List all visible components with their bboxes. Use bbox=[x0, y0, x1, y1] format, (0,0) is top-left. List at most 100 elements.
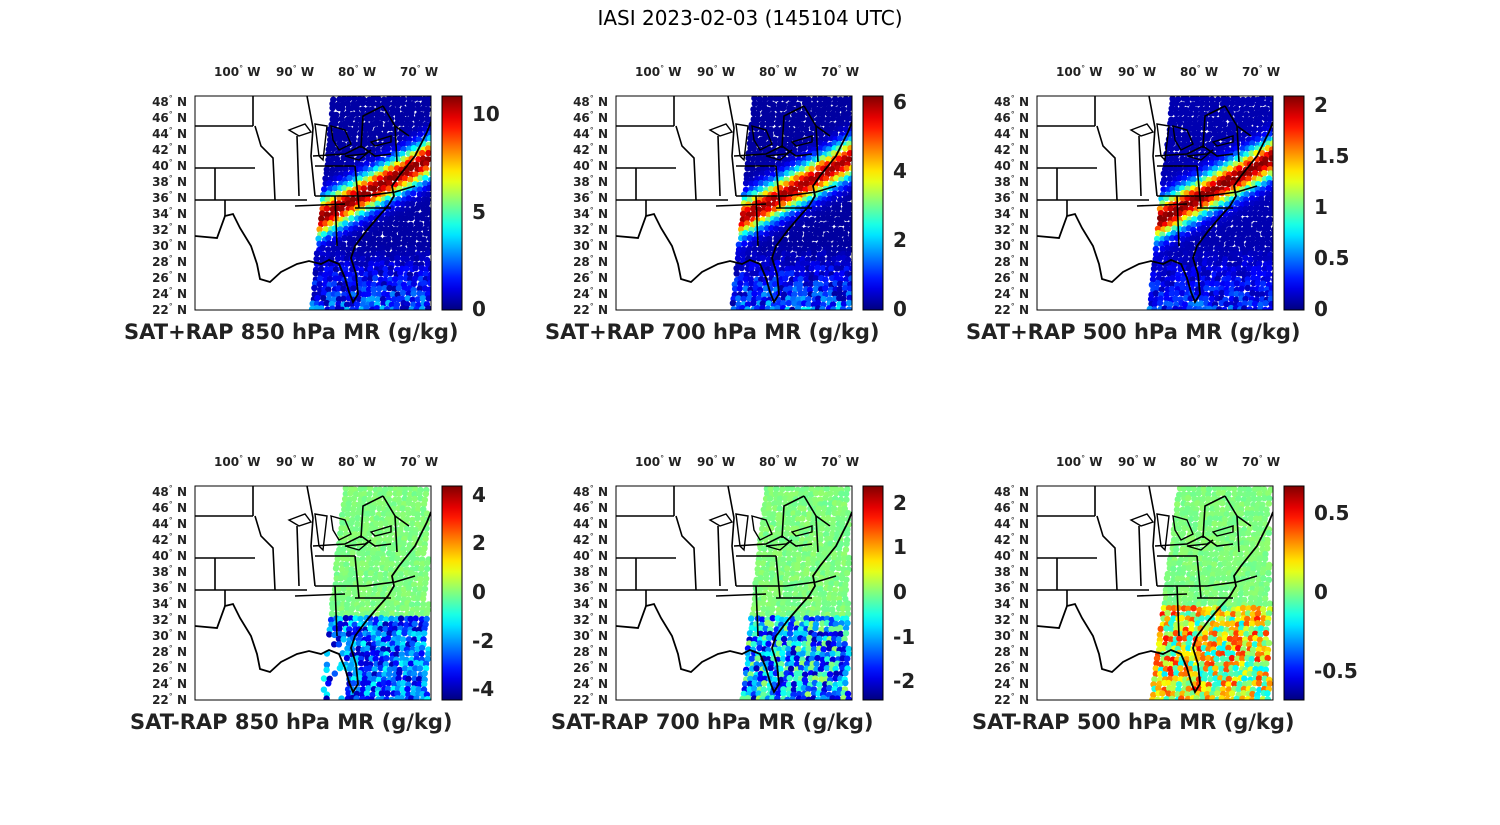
retrieval-point bbox=[846, 104, 852, 112]
retrieval-point bbox=[342, 166, 349, 173]
retrieval-point bbox=[1197, 300, 1205, 307]
retrieval-point bbox=[758, 225, 765, 232]
retrieval-point bbox=[409, 105, 417, 112]
retrieval-point bbox=[787, 665, 795, 672]
retrieval-point bbox=[1168, 140, 1176, 147]
retrieval-point bbox=[355, 501, 362, 509]
longitude-label: 90° W bbox=[697, 64, 736, 79]
retrieval-point bbox=[830, 255, 838, 263]
retrieval-point bbox=[1235, 265, 1242, 272]
retrieval-point bbox=[337, 615, 344, 623]
retrieval-point bbox=[822, 545, 829, 552]
retrieval-point bbox=[400, 586, 408, 593]
retrieval-point bbox=[361, 180, 368, 187]
retrieval-point bbox=[382, 616, 390, 623]
retrieval-point bbox=[754, 159, 762, 167]
retrieval-point bbox=[815, 510, 822, 517]
retrieval-point bbox=[842, 145, 849, 152]
retrieval-point bbox=[835, 510, 842, 517]
retrieval-point bbox=[327, 270, 334, 277]
retrieval-point bbox=[375, 676, 383, 684]
retrieval-point bbox=[1204, 186, 1212, 193]
retrieval-point bbox=[358, 215, 365, 222]
retrieval-point bbox=[1180, 486, 1188, 492]
retrieval-point bbox=[753, 131, 760, 138]
retrieval-point bbox=[837, 125, 844, 133]
retrieval-point bbox=[786, 560, 793, 567]
retrieval-point bbox=[738, 226, 745, 233]
retrieval-point bbox=[362, 171, 369, 178]
colorbar bbox=[862, 485, 884, 701]
retrieval-point bbox=[808, 655, 815, 663]
retrieval-point bbox=[376, 500, 384, 507]
retrieval-point bbox=[397, 615, 405, 622]
retrieval-point bbox=[744, 660, 752, 667]
retrieval-point bbox=[767, 175, 775, 183]
retrieval-point bbox=[759, 599, 767, 607]
retrieval-point bbox=[352, 526, 359, 533]
retrieval-point bbox=[399, 200, 407, 208]
retrieval-point bbox=[336, 175, 343, 182]
retrieval-point bbox=[751, 246, 758, 253]
retrieval-point bbox=[779, 650, 786, 657]
latitude-label: 38° N bbox=[994, 174, 1029, 189]
retrieval-point bbox=[799, 515, 806, 522]
retrieval-point bbox=[341, 184, 348, 192]
retrieval-point bbox=[773, 486, 780, 492]
map-panel-sat-plus-rap-850: 10 5 0 100° W 90° W 80° W 70° W 48° N 46° N 44° N… bbox=[120, 60, 510, 360]
retrieval-point bbox=[1209, 180, 1217, 188]
retrieval-point bbox=[778, 270, 785, 277]
retrieval-point bbox=[823, 665, 831, 672]
retrieval-point bbox=[1214, 96, 1222, 103]
retrieval-point bbox=[1226, 165, 1234, 172]
retrieval-point bbox=[781, 190, 788, 197]
retrieval-point bbox=[329, 104, 336, 112]
latitude-label: 42° N bbox=[152, 532, 187, 547]
retrieval-point bbox=[326, 631, 333, 638]
retrieval-point bbox=[788, 660, 795, 667]
retrieval-point bbox=[1251, 300, 1259, 308]
retrieval-point bbox=[831, 290, 838, 298]
retrieval-point bbox=[828, 265, 835, 272]
retrieval-point bbox=[1160, 170, 1167, 177]
retrieval-point bbox=[420, 500, 428, 508]
latitude-label: 24° N bbox=[994, 286, 1029, 301]
retrieval-point bbox=[1243, 111, 1250, 118]
retrieval-point bbox=[388, 301, 395, 309]
latitude-label: 34° N bbox=[573, 596, 608, 611]
retrieval-point bbox=[730, 306, 737, 310]
retrieval-point bbox=[408, 695, 415, 700]
retrieval-point bbox=[369, 509, 376, 517]
retrieval-point bbox=[817, 96, 824, 103]
retrieval-point bbox=[407, 610, 415, 617]
retrieval-point bbox=[1216, 126, 1223, 133]
retrieval-point bbox=[1246, 216, 1254, 223]
retrieval-point bbox=[775, 499, 783, 507]
retrieval-point bbox=[394, 555, 401, 562]
retrieval-point bbox=[387, 265, 394, 272]
retrieval-point bbox=[320, 686, 328, 693]
retrieval-point bbox=[746, 295, 753, 302]
retrieval-point bbox=[401, 629, 408, 637]
retrieval-point bbox=[320, 675, 328, 682]
retrieval-point bbox=[1244, 280, 1251, 287]
retrieval-point bbox=[1233, 105, 1240, 112]
retrieval-point bbox=[793, 174, 800, 182]
retrieval-point bbox=[370, 250, 377, 257]
retrieval-point bbox=[1218, 249, 1225, 257]
retrieval-point bbox=[1166, 560, 1173, 567]
retrieval-point bbox=[1269, 105, 1273, 112]
retrieval-point bbox=[800, 160, 808, 167]
retrieval-point bbox=[846, 285, 852, 292]
retrieval-point bbox=[1223, 510, 1230, 518]
retrieval-point bbox=[387, 566, 395, 573]
latitude-label: 46° N bbox=[994, 110, 1029, 125]
retrieval-point bbox=[1262, 110, 1269, 117]
latitude-label: 44° N bbox=[994, 126, 1029, 141]
retrieval-point bbox=[805, 650, 812, 658]
retrieval-point bbox=[803, 180, 810, 187]
retrieval-point bbox=[1188, 190, 1196, 197]
retrieval-point bbox=[403, 525, 411, 532]
retrieval-point bbox=[823, 486, 831, 492]
retrieval-point bbox=[323, 211, 331, 218]
